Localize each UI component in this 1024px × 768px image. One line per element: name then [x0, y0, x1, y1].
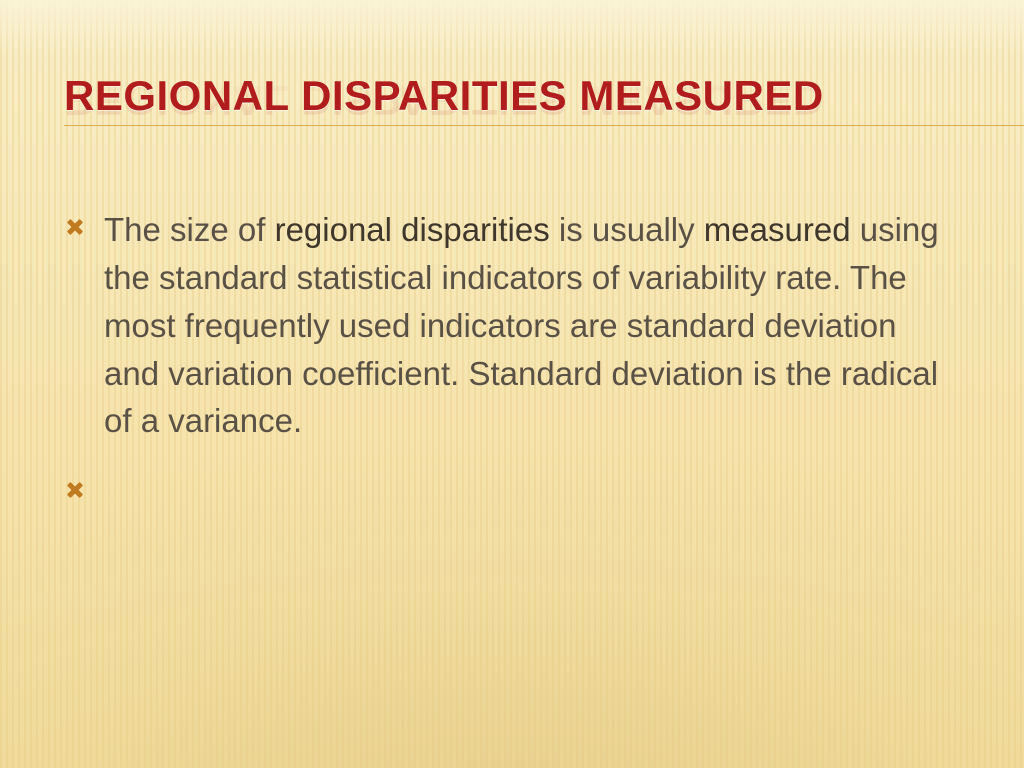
bullet-row: The size of regional disparities is usua…: [64, 206, 960, 445]
bullet-x-icon: [64, 479, 86, 501]
title-underline: [64, 125, 1024, 126]
bullet-row: [64, 469, 960, 501]
body-text-run: is usually: [550, 211, 704, 248]
emphasized-text: regional disparities: [275, 211, 550, 248]
bullet-text: The size of regional disparities is usua…: [104, 206, 960, 445]
body-region: The size of regional disparities is usua…: [64, 206, 960, 501]
bullet-x-icon: [64, 216, 86, 238]
slide-content: REGIONAL DISPARITIES MEASURED REGIONAL D…: [0, 0, 1024, 768]
body-text-run: The size of: [104, 211, 275, 248]
slide-title: REGIONAL DISPARITIES MEASURED: [64, 72, 960, 120]
emphasized-text: measured: [704, 211, 851, 248]
title-region: REGIONAL DISPARITIES MEASURED REGIONAL D…: [64, 72, 960, 124]
